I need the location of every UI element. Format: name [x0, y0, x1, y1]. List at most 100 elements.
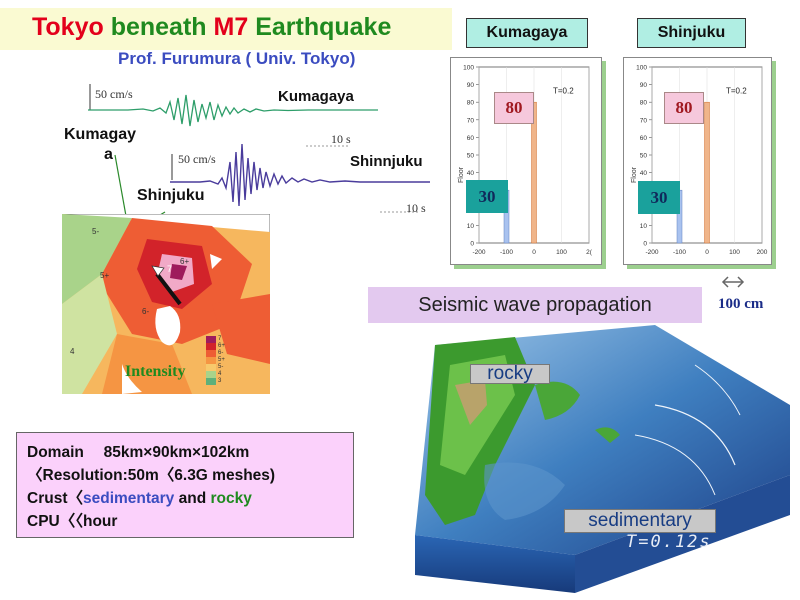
y-tick-label: 80: [467, 100, 475, 107]
intensity-map: 5- 5+ 7 6+ 6- 4: [62, 214, 270, 394]
x-tick-label: -100: [673, 249, 686, 256]
y-tick-label: 100: [636, 65, 647, 72]
legend-label: 7: [218, 336, 222, 342]
double-arrow-icon: [721, 276, 745, 288]
y-tick-label: 10: [640, 223, 648, 230]
badge-30-kumagaya: 30: [466, 180, 508, 213]
plot-axes-left: 1009080706050403020100-200-10001002(Floo…: [458, 65, 593, 257]
legend-item: 6+: [206, 343, 230, 350]
map-label-kumagaya-line1: Kumagay: [64, 126, 137, 143]
legend-label: 6+: [218, 343, 225, 349]
period-label: T=0.2: [726, 86, 747, 95]
simulation-time: T=0.12s: [626, 532, 712, 552]
velocity-scale-1: 50 cm/s: [95, 87, 133, 101]
slide-subtitle: Prof. Furumura ( Univ. Tokyo): [118, 49, 356, 68]
legend-item: 7: [206, 336, 230, 343]
legend-swatch: [206, 336, 216, 343]
y-tick-label: 0: [470, 241, 474, 248]
y-tick-label: 100: [463, 65, 474, 72]
station-tag-kumagaya: Kumagaya: [466, 18, 588, 48]
legend-swatch: [206, 371, 216, 378]
svg-text:7: 7: [167, 264, 172, 274]
waveform-kumagaya: [88, 84, 378, 147]
x-tick-label: -100: [500, 249, 513, 256]
y-tick-label: 60: [640, 135, 648, 142]
floor-response-plot-kumagaya: 1009080706050403020100-200-10001002(Floo…: [450, 57, 602, 265]
legend-swatch: [206, 357, 216, 364]
y-tick-label: 70: [467, 117, 475, 124]
y-tick-label: 10: [467, 223, 475, 230]
legend-item: 4: [206, 371, 230, 378]
badge-30-shinjuku: 30: [638, 181, 680, 214]
legend-title: Intensity: [125, 363, 186, 380]
y-axis-label: Floor: [458, 166, 465, 183]
station-label-shinnjuku: Shinnjuku: [350, 153, 423, 170]
svg-text:6-: 6-: [142, 307, 149, 316]
legend-swatch: [206, 343, 216, 350]
svg-text:5-: 5-: [92, 227, 99, 236]
y-tick-label: 40: [640, 170, 648, 177]
time-scale-2: 10 s: [406, 201, 426, 215]
plot-axes-right: 1009080706050403020100-200-1000100200Flo…: [631, 65, 768, 257]
terrain-label-rocky: rocky: [470, 363, 550, 384]
legend-label: 6-: [218, 350, 224, 356]
waveform-shinjuku: [170, 143, 430, 213]
station-tag-shinjuku: Shinjuku: [637, 18, 746, 48]
propagation-title: Seismic wave propagation: [418, 293, 652, 316]
time-scale-1: 10 s: [331, 132, 351, 146]
legend-label: 5-: [218, 364, 224, 370]
x-tick-label: 0: [705, 249, 709, 256]
x-tick-label: 100: [556, 249, 567, 256]
response-bar-80: [704, 101, 710, 244]
badge-80-kumagaya: 80: [494, 92, 534, 124]
svg-text:6+: 6+: [180, 257, 189, 266]
propagation-title-background: [368, 287, 702, 323]
domain-line-4: CPU〈〈hour: [27, 513, 118, 530]
svg-text:5+: 5+: [100, 271, 109, 280]
y-tick-label: 40: [467, 170, 475, 177]
x-tick-label: 2(: [586, 249, 593, 256]
y-tick-label: 0: [643, 241, 647, 248]
y-tick-label: 70: [640, 117, 648, 124]
domain-info-box: Domain 85km×90km×102km 〈Resolution:50m〈6…: [16, 432, 354, 538]
svg-text:4: 4: [70, 347, 75, 356]
map-label-shinjuku: Shinjuku: [137, 187, 205, 204]
y-tick-label: 50: [640, 153, 648, 160]
legend-item: 3: [206, 378, 230, 385]
terrain-label-sedimentary: sedimentary: [564, 509, 716, 533]
y-tick-label: 50: [467, 153, 475, 160]
floor-response-plot-shinjuku: 1009080706050403020100-200-1000100200Flo…: [623, 57, 772, 265]
velocity-scale-2: 50 cm/s: [178, 152, 216, 166]
domain-line-1: Domain 85km×90km×102km: [27, 444, 250, 461]
y-tick-label: 60: [467, 135, 475, 142]
period-label: T=0.2: [553, 86, 574, 95]
x-tick-label: 100: [729, 249, 740, 256]
legend-swatch: [206, 364, 216, 371]
y-tick-label: 80: [640, 100, 648, 107]
map-pointer-lines: [114, 154, 166, 219]
legend-label: 4: [218, 371, 222, 377]
legend-item: 5-: [206, 364, 230, 371]
response-bar-80: [531, 101, 537, 244]
domain-line-2: 〈Resolution:50m〈6.3G meshes): [27, 467, 276, 484]
legend-item: 5+: [206, 357, 230, 364]
legend-swatch: [206, 350, 216, 357]
station-label-kumagaya: Kumagaya: [278, 88, 354, 105]
domain-line-3: Crust〈sedimentary and rocky: [27, 490, 252, 507]
legend-item: 6-: [206, 350, 230, 357]
map-label-kumagaya-line2: a: [104, 146, 113, 163]
wave-propagation-terrain: [415, 325, 790, 593]
legend-swatch: [206, 378, 216, 385]
y-tick-label: 90: [640, 82, 648, 89]
y-axis-label: Floor: [631, 166, 638, 183]
x-tick-label: -200: [472, 249, 485, 256]
intensity-legend: 7 6+ 6- 5+ 5- 4 3: [206, 336, 230, 385]
title-background: [0, 8, 452, 50]
legend-label: 5+: [218, 357, 225, 363]
x-tick-label: -200: [645, 249, 658, 256]
x-tick-label: 0: [532, 249, 536, 256]
slide-title: Tokyo beneath M7 Earthquake: [32, 13, 392, 41]
badge-80-shinjuku: 80: [664, 92, 704, 124]
y-tick-label: 90: [467, 82, 475, 89]
legend-label: 3: [218, 378, 222, 384]
